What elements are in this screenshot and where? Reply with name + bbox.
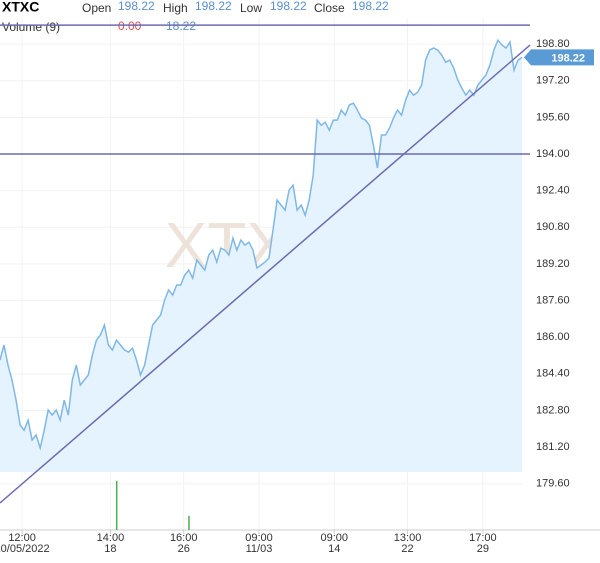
x-tick-label: 13:00 (394, 532, 422, 544)
y-tick-label: 181.20 (536, 441, 570, 453)
y-tick-label: 187.60 (536, 294, 570, 306)
area-fill (0, 40, 522, 472)
y-tick-label: 186.00 (536, 331, 570, 343)
y-tick-label: 198.80 (536, 38, 570, 50)
x-tick-sublabel: 18 (104, 543, 116, 555)
open-label: Open (82, 1, 111, 15)
close-value: 198.22 (352, 0, 389, 13)
y-tick-label: 195.60 (536, 111, 570, 123)
x-tick-label: 16:00 (170, 532, 198, 544)
open-value: 198.22 (118, 0, 155, 13)
close-label: Close (314, 1, 345, 15)
volume-value: 0.00 (118, 19, 142, 33)
symbol: XTXC (2, 0, 39, 15)
y-tick-label: 189.20 (536, 258, 570, 270)
price-tag: 198.22 (551, 52, 585, 64)
x-tick-sublabel: 29 (477, 543, 489, 555)
price-tag-bg (524, 49, 594, 66)
high-label: High (163, 1, 188, 15)
y-tick-label: 190.80 (536, 221, 570, 233)
low-label: Low (240, 1, 262, 15)
y-tick-label: 194.00 (536, 148, 570, 160)
x-tick-sublabel: 11/03 (246, 543, 273, 555)
x-tick-label: 09:00 (321, 532, 349, 544)
trend-line (0, 44, 531, 504)
x-tick-label: 14:00 (97, 532, 125, 544)
x-tick-sublabel: 26 (178, 543, 190, 555)
volume-bar (115, 480, 118, 530)
y-tick-label: 184.40 (536, 368, 570, 380)
x-tick-sublabel: 14 (328, 543, 340, 555)
y-tick-label: 192.40 (536, 185, 570, 197)
y-tick-label: 182.80 (536, 404, 570, 416)
y-tick-label: 197.20 (536, 75, 570, 87)
y-tick-label: 179.60 (536, 478, 570, 490)
high-value: 198.22 (195, 0, 232, 13)
low-value: 198.22 (270, 0, 307, 13)
volume-bar (188, 515, 190, 530)
volume-value: 18.22 (166, 19, 196, 33)
x-tick-sublabel: 22 (401, 543, 413, 555)
volume-label: Volume (9) (2, 20, 60, 34)
price-line (0, 38, 523, 451)
x-tick-label: 12:00 (8, 532, 36, 544)
x-tick-sublabel: 10/05/2022 (0, 543, 50, 555)
x-tick-label: 17:00 (469, 532, 497, 544)
x-tick-label: 09:00 (245, 532, 273, 544)
